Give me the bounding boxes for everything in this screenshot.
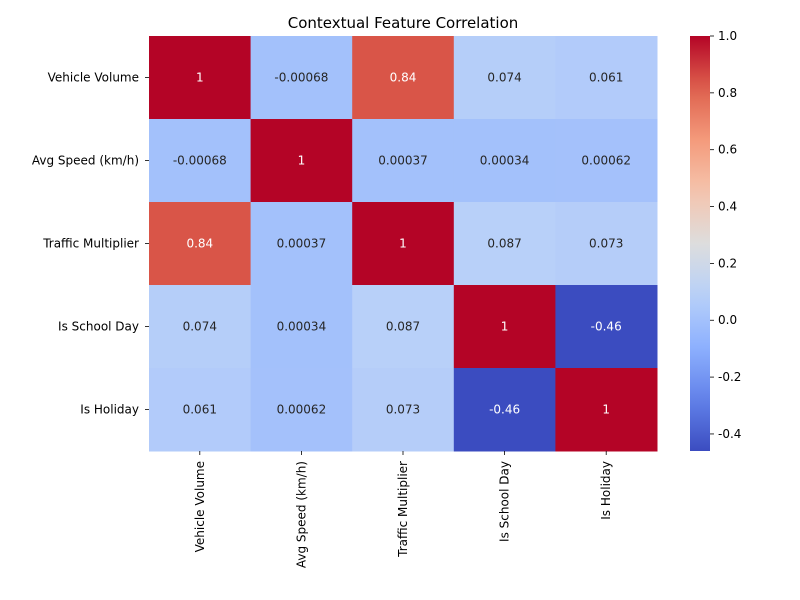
cell-value-label: -0.00068 bbox=[274, 71, 328, 85]
cell-value-label: 0.061 bbox=[183, 403, 217, 417]
cell-value-label: 0.00034 bbox=[277, 320, 327, 334]
chart-title: Contextual Feature Correlation bbox=[288, 14, 519, 32]
heatmap-cell bbox=[352, 368, 455, 452]
heatmap-cell bbox=[453, 368, 556, 452]
heatmap-cell bbox=[149, 202, 252, 286]
heatmap-cell bbox=[352, 285, 455, 369]
column-tick-labels: Vehicle Volume Avg Speed (km/h) Traffic Mu… bbox=[193, 451, 613, 568]
heatmap-cell bbox=[453, 285, 556, 369]
column-tick-label: Vehicle Volume bbox=[193, 461, 207, 552]
heatmap-cell bbox=[352, 202, 455, 286]
cell-value-label: 0.087 bbox=[386, 320, 420, 334]
heatmap-cell bbox=[149, 368, 252, 452]
row-tick-label: Vehicle Volume bbox=[48, 71, 139, 85]
row-tick-label: Is School Day bbox=[58, 320, 139, 334]
column-tick-label: Is Holiday bbox=[599, 461, 613, 520]
cell-value-label: 0.00062 bbox=[277, 403, 327, 417]
cell-value-label: 1 bbox=[501, 320, 509, 334]
heatmap-cell bbox=[250, 119, 353, 203]
cell-value-label: 0.00062 bbox=[581, 154, 631, 168]
cell-value-label: 0.84 bbox=[390, 71, 417, 85]
cell-value-label: 0.00034 bbox=[480, 154, 530, 168]
heatmap-cell bbox=[555, 119, 658, 203]
heatmap-cell bbox=[453, 202, 556, 286]
cell-value-label: 0.073 bbox=[589, 237, 623, 251]
column-tick-label: Is School Day bbox=[498, 461, 512, 542]
colorbar-tick-label: 0.8 bbox=[718, 86, 737, 100]
heatmap-cell bbox=[352, 119, 455, 203]
heatmap-cell bbox=[250, 36, 353, 120]
cell-value-label: 1 bbox=[399, 237, 407, 251]
heatmap-cell bbox=[555, 285, 658, 369]
cell-value-label: 1 bbox=[298, 154, 306, 168]
colorbar-tick-label: -0.2 bbox=[718, 370, 741, 384]
row-tick-label: Traffic Multiplier bbox=[42, 237, 139, 251]
colorbar-tick-label: 0.6 bbox=[718, 143, 737, 157]
heatmap-cell bbox=[149, 36, 252, 120]
colorbar-tick-label: -0.4 bbox=[718, 427, 741, 441]
heatmap-cell bbox=[250, 368, 353, 452]
row-tick-label: Avg Speed (km/h) bbox=[32, 154, 139, 168]
heatmap-cell bbox=[250, 285, 353, 369]
row-tick-labels: Vehicle Volume Avg Speed (km/h) Traffic Mu… bbox=[32, 71, 149, 417]
heatmap-cell bbox=[352, 36, 455, 120]
cell-value-label: 0.074 bbox=[487, 71, 521, 85]
heatmap-cell bbox=[453, 119, 556, 203]
heatmap-cell bbox=[149, 285, 252, 369]
cell-value-label: -0.46 bbox=[489, 403, 520, 417]
heatmap-cell bbox=[149, 119, 252, 203]
cell-value-label: 0.00037 bbox=[277, 237, 327, 251]
cell-value-label: 1 bbox=[602, 403, 610, 417]
colorbar-tick-label: 0.4 bbox=[718, 200, 737, 214]
cell-value-label: 0.061 bbox=[589, 71, 623, 85]
column-tick-label: Avg Speed (km/h) bbox=[294, 461, 308, 568]
cell-value-label: 0.84 bbox=[186, 237, 213, 251]
heatmap-cell bbox=[555, 368, 658, 452]
colorbar-ticks: -0.4 -0.2 0.0 0.2 0.4 0.6 0.8 1.0 bbox=[710, 29, 741, 441]
heatmap-cells: 1 -0.00068 0.84 0.074 0.061 -0.00068 1 0.00037 0… bbox=[149, 36, 658, 452]
colorbar bbox=[690, 36, 710, 451]
row-tick-label: Is Holiday bbox=[80, 403, 139, 417]
colorbar-tick-label: 0.2 bbox=[718, 256, 737, 270]
column-tick-label: Traffic Multiplier bbox=[396, 461, 410, 558]
cell-value-label: 0.073 bbox=[386, 403, 420, 417]
heatmap-cell bbox=[555, 36, 658, 120]
cell-value-label: 0.074 bbox=[183, 320, 217, 334]
heatmap-cell bbox=[555, 202, 658, 286]
colorbar-tick-label: 1.0 bbox=[718, 29, 737, 43]
cell-value-label: 1 bbox=[196, 71, 204, 85]
cell-value-label: 0.00037 bbox=[378, 154, 428, 168]
heatmap-cell bbox=[250, 202, 353, 286]
cell-value-label: 0.087 bbox=[487, 237, 521, 251]
heatmap-cell bbox=[453, 36, 556, 120]
cell-value-label: -0.00068 bbox=[173, 154, 227, 168]
cell-value-label: -0.46 bbox=[591, 320, 622, 334]
colorbar-tick-label: 0.0 bbox=[718, 313, 737, 327]
